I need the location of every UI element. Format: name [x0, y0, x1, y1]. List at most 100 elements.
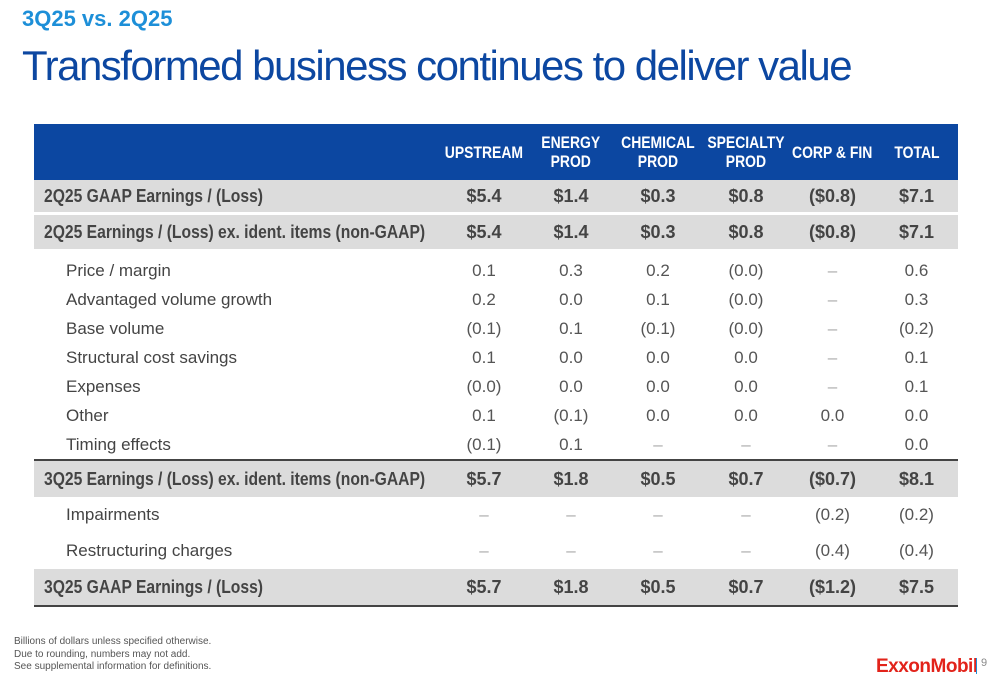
section-kicker: 3Q25 vs. 2Q25 — [22, 6, 173, 31]
exxonmobil-logo: ExxonMobil — [876, 656, 978, 677]
row-label: Timing effects — [66, 434, 171, 454]
table-header: UPSTREAM ENERGY PROD CHEMICAL PROD SPECI… — [34, 124, 958, 180]
cell-value: $5.4 — [440, 180, 528, 215]
cell-value: 0.0 — [734, 405, 758, 425]
footnote: Due to rounding, numbers may not add. — [14, 648, 191, 660]
cell-value: 0.0 — [904, 434, 929, 454]
cell-value: – — [653, 505, 663, 524]
cell-value: $1.8 — [528, 569, 614, 607]
cell-value: – — [566, 541, 576, 560]
cell-value: 0.1 — [472, 260, 496, 280]
table-row: Structural cost savings 0.1 0.0 0.0 0.0 – 0.1 — [34, 343, 958, 372]
cell-value: ($0.8) — [790, 180, 875, 215]
cell-value: – — [827, 260, 838, 280]
col-specialty-prod: SPECIALTY PROD — [702, 124, 790, 180]
cell-value: 0.0 — [734, 347, 758, 367]
cell-value: (0.4) — [899, 541, 934, 560]
cell-value: (0.4) — [815, 541, 850, 560]
col-label: CHEMICAL PROD — [621, 133, 695, 171]
cell-value: 0.1 — [559, 318, 583, 338]
row-label-cell: 3Q25 GAAP Earnings / (Loss) — [34, 569, 440, 607]
cell-value: 0.0 — [559, 376, 583, 396]
row-label: 3Q25 Earnings / (Loss) ex. ident. items … — [44, 468, 426, 489]
row-label: Structural cost savings — [66, 347, 238, 367]
header-blank — [34, 124, 440, 180]
col-label: UPSTREAM — [444, 142, 524, 162]
row-label-cell: Impairments — [34, 497, 440, 533]
cell-value: (0.2) — [815, 505, 850, 524]
col-corp-fin: CORP & FIN — [790, 124, 875, 180]
row-label-cell: 2Q25 Earnings / (Loss) ex. ident. items … — [34, 213, 440, 252]
cell-value: 0.0 — [646, 347, 670, 367]
row-label: Advantaged volume growth — [66, 289, 273, 309]
row-label: Expenses — [66, 376, 141, 396]
table-row: 3Q25 Earnings / (Loss) ex. ident. items … — [34, 459, 958, 497]
cell-value: 0.2 — [646, 260, 670, 280]
row-label-cell: Expenses — [34, 372, 440, 401]
cell-value: (0.1) — [640, 318, 676, 338]
row-label-cell: Structural cost savings — [34, 343, 440, 372]
page-title: Transformed business continues to delive… — [22, 42, 853, 89]
cell-value: ($1.2) — [790, 569, 875, 607]
col-total: TOTAL — [875, 124, 958, 180]
col-energy-prod: ENERGY PROD — [528, 124, 614, 180]
cell-value: (0.0) — [728, 289, 764, 309]
cell-value: ($0.7) — [790, 459, 875, 497]
cell-value: – — [479, 541, 489, 560]
table-row: Restructuring charges – – – – (0.4) (0.4) — [34, 533, 958, 569]
cell-value: 0.6 — [904, 260, 929, 280]
cell-value: 0.1 — [472, 347, 496, 367]
cell-value: $5.7 — [440, 569, 528, 607]
cell-value: $8.1 — [875, 459, 958, 497]
cell-value: $0.7 — [702, 459, 790, 497]
cell-value: $0.3 — [614, 180, 702, 215]
cell-value: 0.2 — [472, 289, 496, 309]
cell-value: $1.4 — [528, 180, 614, 215]
table-row: Timing effects (0.1) 0.1 – – – 0.0 — [34, 430, 958, 460]
cell-value: $7.1 — [875, 213, 958, 252]
cell-value: $1.8 — [528, 459, 614, 497]
col-label: SPECIALTY PROD — [707, 133, 785, 171]
cell-value: 0.1 — [646, 289, 670, 309]
cell-value: – — [827, 289, 838, 309]
cell-value: (0.1) — [466, 434, 502, 454]
row-label: 2Q25 GAAP Earnings / (Loss) — [44, 185, 264, 206]
cell-value: $1.4 — [528, 213, 614, 252]
cell-value: (0.0) — [728, 260, 764, 280]
cell-value: 0.0 — [646, 376, 670, 396]
table-row: 3Q25 GAAP Earnings / (Loss) $5.7 $1.8 $0.5 $… — [34, 569, 958, 607]
cell-value: 0.0 — [559, 347, 583, 367]
cell-value: 0.1 — [904, 376, 929, 396]
page-number: 9 — [981, 657, 988, 669]
row-label: Other — [66, 405, 109, 425]
cell-value: $0.3 — [614, 213, 702, 252]
cell-value: – — [741, 541, 751, 560]
cell-value: 0.0 — [734, 376, 758, 396]
row-label: Restructuring charges — [66, 541, 233, 560]
footnote: See supplemental information for definit… — [14, 661, 212, 672]
row-label-cell: Advantaged volume growth — [34, 285, 440, 314]
cell-value: 0.3 — [559, 260, 583, 280]
cell-value: 0.3 — [904, 289, 929, 309]
row-label-cell: Other — [34, 401, 440, 430]
cell-value: – — [653, 541, 663, 560]
footnotes: Billions of dollars unless specified oth… — [14, 636, 211, 674]
row-label-cell: Restructuring charges — [34, 533, 440, 569]
divider — [976, 658, 977, 674]
cell-value: – — [566, 505, 576, 524]
cell-value: 0.1 — [904, 347, 929, 367]
cell-value: $0.5 — [614, 459, 702, 497]
cell-value: $0.8 — [702, 213, 790, 252]
row-label-cell: Timing effects — [34, 430, 440, 460]
cell-value: $7.1 — [875, 180, 958, 215]
cell-value: 0.0 — [559, 289, 583, 309]
table-row: Expenses (0.0) 0.0 0.0 0.0 – 0.1 — [34, 372, 958, 401]
row-label: 3Q25 GAAP Earnings / (Loss) — [44, 576, 264, 597]
cell-value: $0.8 — [702, 180, 790, 215]
table-row: 2Q25 Earnings / (Loss) ex. ident. items … — [34, 213, 958, 252]
table-row: Base volume (0.1) 0.1 (0.1) (0.0) – (0.2) — [34, 314, 958, 343]
cell-value: – — [741, 505, 751, 524]
footnote: Billions of dollars unless specified oth… — [14, 636, 212, 647]
cell-value: (0.2) — [899, 318, 934, 338]
row-label: Base volume — [66, 318, 165, 338]
